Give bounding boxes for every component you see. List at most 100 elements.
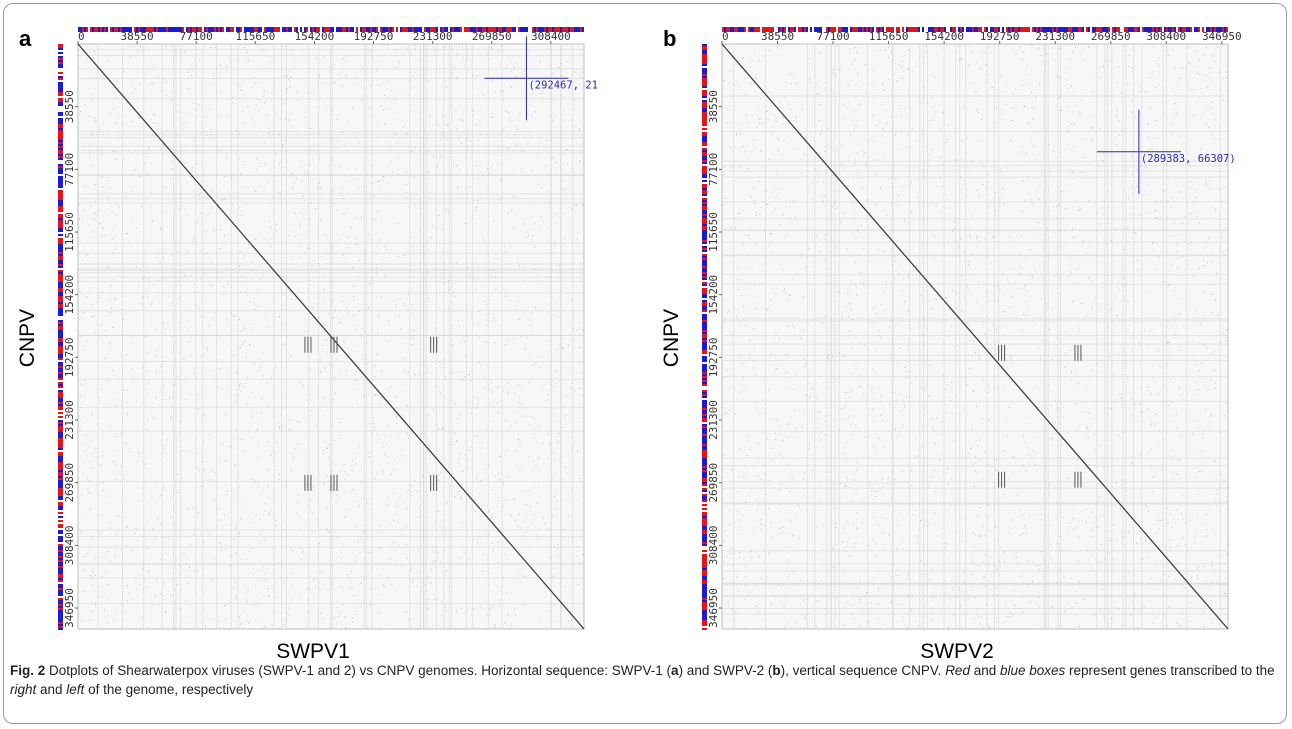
noise-dot: [284, 619, 286, 621]
noise-dot: [361, 218, 363, 220]
noise-dot: [769, 91, 771, 93]
noise-dot: [744, 585, 746, 587]
noise-dot: [804, 472, 806, 474]
noise-dot: [284, 140, 286, 142]
noise-dot: [857, 172, 859, 174]
noise-dot: [899, 113, 901, 115]
noise-dot: [200, 315, 202, 317]
noise-dot: [956, 586, 958, 588]
noise-dot: [1035, 96, 1037, 98]
noise-dot: [193, 507, 195, 509]
noise-dot: [251, 436, 253, 438]
gene-box-left: [58, 192, 63, 194]
noise-dot: [461, 46, 463, 48]
noise-dot: [372, 114, 374, 116]
noise-dot: [1158, 84, 1160, 86]
noise-dot: [946, 544, 948, 546]
noise-dot: [863, 83, 865, 85]
noise-dot: [305, 393, 307, 395]
noise-dot: [289, 86, 291, 88]
noise-dot: [207, 325, 209, 327]
noise-dot: [729, 70, 731, 72]
noise-dot: [553, 496, 555, 498]
noise-dot: [255, 169, 257, 171]
noise-dot: [139, 130, 141, 132]
noise-dot: [377, 124, 379, 126]
noise-dot: [384, 94, 386, 96]
noise-dot: [381, 370, 383, 372]
noise-dot: [992, 324, 994, 326]
noise-dot: [391, 196, 393, 198]
noise-dot: [863, 152, 865, 154]
noise-dot: [159, 371, 161, 373]
noise-dot: [429, 115, 431, 117]
noise-dot: [196, 116, 198, 118]
figure-frame: [3, 3, 1287, 724]
noise-dot: [481, 570, 483, 572]
noise-dot: [332, 399, 334, 401]
noise-dot: [94, 184, 96, 186]
noise-dot: [788, 217, 790, 219]
noise-dot: [429, 457, 431, 459]
noise-dot: [934, 111, 936, 113]
noise-dot: [332, 189, 334, 191]
noise-dot: [439, 392, 441, 394]
noise-dot: [737, 490, 739, 492]
noise-dot: [504, 344, 506, 346]
noise-dot: [283, 583, 285, 585]
noise-dot: [79, 317, 81, 319]
noise-dot: [281, 146, 283, 148]
noise-dot: [143, 530, 145, 532]
noise-dot: [514, 421, 516, 423]
noise-dot: [108, 367, 110, 369]
noise-dot: [134, 527, 136, 529]
noise-dot: [518, 318, 520, 320]
noise-dot: [835, 181, 837, 183]
noise-dot: [143, 545, 145, 547]
noise-dot: [1210, 414, 1212, 416]
noise-dot: [1115, 298, 1117, 300]
noise-dot: [378, 611, 380, 613]
noise-dot: [109, 267, 111, 269]
noise-dot: [314, 208, 316, 210]
gene-box-top: [444, 27, 446, 32]
noise-dot: [263, 90, 265, 92]
noise-dot: [219, 457, 221, 459]
noise-dot: [84, 380, 86, 382]
noise-dot: [1025, 152, 1027, 154]
noise-dot: [910, 183, 912, 185]
noise-dot: [444, 282, 446, 284]
gene-box-top: [564, 27, 566, 32]
noise-dot: [879, 49, 881, 51]
noise-dot: [128, 241, 130, 243]
noise-dot: [1176, 622, 1178, 624]
gene-box-top: [286, 27, 288, 32]
noise-dot: [78, 395, 80, 397]
gene-box-top: [374, 27, 376, 32]
noise-dot: [1032, 561, 1034, 563]
noise-dot: [251, 415, 253, 417]
noise-dot: [1203, 231, 1205, 233]
noise-dot: [270, 245, 272, 247]
noise-dot: [410, 494, 412, 496]
noise-dot: [166, 129, 168, 131]
noise-dot: [430, 569, 432, 571]
noise-dot: [852, 591, 854, 593]
noise-dot: [239, 86, 241, 88]
noise-dot: [309, 154, 311, 156]
noise-dot: [819, 52, 821, 54]
y-tick-label: 192750: [63, 337, 76, 377]
gene-box-top: [206, 27, 208, 32]
gene-box-top: [330, 27, 332, 32]
noise-dot: [536, 502, 538, 504]
noise-dot: [316, 57, 318, 59]
noise-dot: [338, 611, 340, 613]
noise-dot: [165, 81, 167, 83]
noise-dot: [535, 362, 537, 364]
noise-dot: [546, 165, 548, 167]
noise-dot: [382, 473, 384, 475]
noise-dot: [225, 318, 227, 320]
noise-dot: [283, 165, 285, 167]
noise-dot: [1211, 252, 1213, 254]
noise-dot: [187, 71, 189, 73]
